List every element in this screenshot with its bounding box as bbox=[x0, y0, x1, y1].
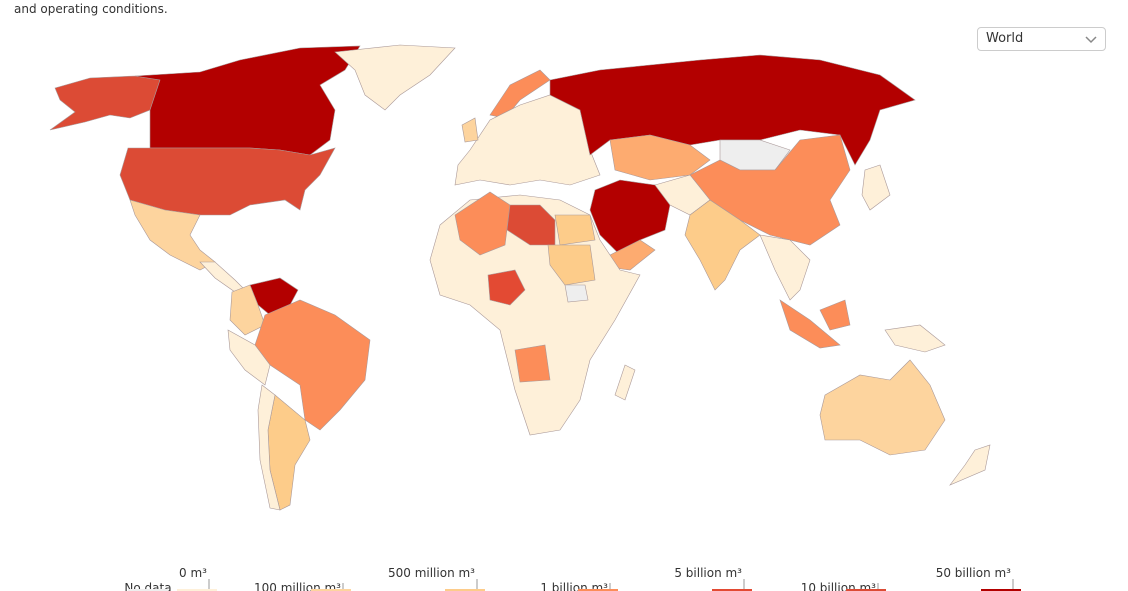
legend-label: 50 billion m³ bbox=[936, 566, 1011, 580]
legend-label: 1 billion m³ bbox=[540, 581, 608, 591]
subtitle: and operating conditions. bbox=[14, 2, 168, 16]
legend-swatch bbox=[445, 589, 485, 591]
china bbox=[689, 134, 851, 246]
legend-swatch bbox=[578, 589, 618, 591]
legend-label: 5 billion m³ bbox=[674, 566, 742, 580]
angola bbox=[514, 344, 551, 383]
peru bbox=[227, 329, 271, 386]
uk bbox=[461, 117, 479, 143]
madagascar bbox=[614, 364, 636, 401]
legend-label: 10 billion m³ bbox=[801, 581, 876, 591]
chevron-icon bbox=[1085, 36, 1097, 44]
greenland bbox=[334, 44, 456, 111]
legend-swatch bbox=[981, 589, 1021, 591]
japan bbox=[861, 164, 891, 211]
india bbox=[684, 199, 761, 291]
legend: No data 0 m³ 100 million m³ 500 million m³ 1… bbox=[124, 566, 1021, 591]
region-selector[interactable]: World bbox=[977, 27, 1106, 51]
legend-label: 0 m³ bbox=[179, 566, 207, 580]
legend-swatch bbox=[311, 589, 351, 591]
middle-east bbox=[589, 179, 671, 256]
canada bbox=[134, 45, 361, 156]
indonesia bbox=[779, 299, 851, 349]
legend-swatch bbox=[177, 589, 217, 591]
selector-value: World bbox=[986, 31, 1024, 46]
south-sudan bbox=[564, 284, 589, 303]
legend-swatch bbox=[128, 589, 168, 591]
southeast-asia bbox=[759, 234, 811, 301]
nigeria bbox=[487, 269, 526, 306]
alaska bbox=[49, 75, 161, 131]
chile bbox=[257, 384, 281, 511]
world-map bbox=[49, 44, 991, 511]
legend-swatch bbox=[712, 589, 752, 591]
egypt bbox=[554, 214, 596, 246]
legend-swatch bbox=[846, 589, 886, 591]
new-zealand bbox=[949, 444, 991, 486]
legend-label: 500 million m³ bbox=[388, 566, 475, 580]
central-america bbox=[199, 261, 246, 293]
new-guinea bbox=[884, 324, 946, 353]
sudan bbox=[547, 244, 596, 286]
legend-label: No data bbox=[124, 581, 171, 591]
usa bbox=[119, 147, 336, 216]
algeria bbox=[454, 191, 511, 256]
legend-label: 100 million m³ bbox=[254, 581, 341, 591]
australia bbox=[819, 359, 946, 456]
kazakhstan bbox=[609, 134, 711, 181]
europe bbox=[454, 94, 601, 186]
russia bbox=[549, 54, 916, 166]
